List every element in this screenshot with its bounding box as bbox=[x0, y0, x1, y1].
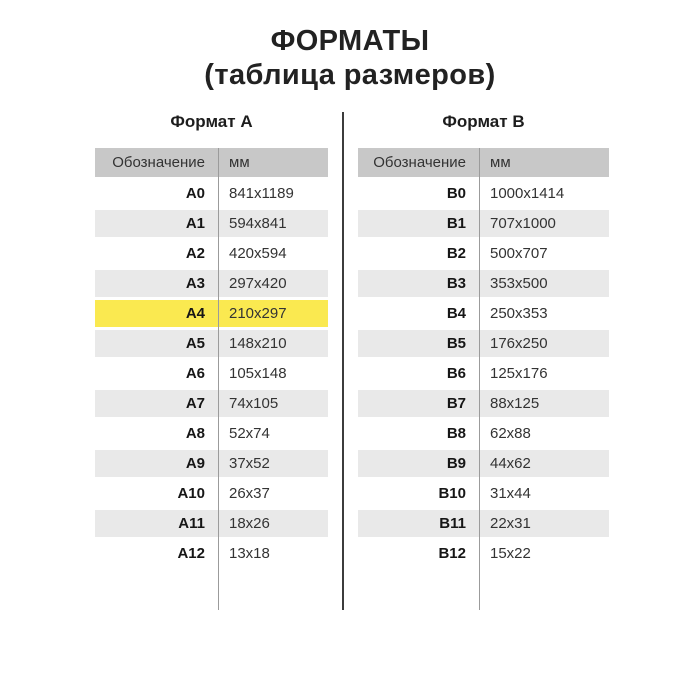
designation-cell: B7 bbox=[358, 388, 479, 420]
size-table-a: Обозначение мм A0 841x1189 A1 594x841 A2 420x… bbox=[95, 148, 328, 570]
format-a-heading: Формат А bbox=[170, 112, 253, 131]
size-cell: 176x250 bbox=[479, 328, 609, 360]
table-row: A12 13x18 bbox=[95, 538, 328, 570]
designation-cell: B2 bbox=[358, 238, 479, 270]
designation-cell: A2 bbox=[95, 238, 218, 270]
table-row: A9 37x52 bbox=[95, 448, 328, 480]
page-title: ФОРМАТЫ (таблица размеров) bbox=[0, 0, 700, 92]
size-cell: 62x88 bbox=[479, 418, 609, 450]
designation-cell: A9 bbox=[95, 448, 218, 480]
center-divider-line bbox=[342, 112, 344, 610]
designation-cell: A5 bbox=[95, 328, 218, 360]
table-row: A8 52x74 bbox=[95, 418, 328, 450]
designation-cell: A11 bbox=[95, 508, 218, 540]
table-row: A0 841x1189 bbox=[95, 178, 328, 210]
designation-cell: A4 bbox=[95, 298, 218, 330]
size-cell: 148x210 bbox=[218, 328, 328, 360]
designation-cell: B1 bbox=[358, 208, 479, 240]
table-row: B0 1000x1414 bbox=[358, 178, 609, 210]
column-header-mm: мм bbox=[479, 148, 609, 180]
designation-cell: B6 bbox=[358, 358, 479, 390]
designation-cell: B8 bbox=[358, 418, 479, 450]
designation-cell: A8 bbox=[95, 418, 218, 450]
designation-cell: A3 bbox=[95, 268, 218, 300]
table-row: B11 22x31 bbox=[358, 508, 609, 540]
designation-cell: A6 bbox=[95, 358, 218, 390]
table-header-row: Обозначение мм bbox=[358, 148, 609, 180]
size-cell: 125x176 bbox=[479, 358, 609, 390]
column-header-designation: Обозначение bbox=[95, 148, 218, 180]
table-row: A4 210x297 bbox=[95, 298, 328, 330]
table-row: A11 18x26 bbox=[95, 508, 328, 540]
column-separator-line bbox=[479, 148, 480, 610]
table-row: B4 250x353 bbox=[358, 298, 609, 330]
size-cell: 1000x1414 bbox=[479, 178, 609, 210]
size-cell: 420x594 bbox=[218, 238, 328, 270]
size-cell: 105x148 bbox=[218, 358, 328, 390]
table-row: B7 88x125 bbox=[358, 388, 609, 420]
size-cell: 88x125 bbox=[479, 388, 609, 420]
table-row: A1 594x841 bbox=[95, 208, 328, 240]
designation-cell: A0 bbox=[95, 178, 218, 210]
size-cell: 31x44 bbox=[479, 478, 609, 510]
page-title-line1: ФОРМАТЫ bbox=[270, 25, 430, 57]
designation-cell: B11 bbox=[358, 508, 479, 540]
table-header-row: Обозначение мм bbox=[95, 148, 328, 180]
format-b-heading: Формат В bbox=[442, 112, 525, 131]
size-cell: 13x18 bbox=[218, 538, 328, 570]
size-cell: 52x74 bbox=[218, 418, 328, 450]
table-row: B6 125x176 bbox=[358, 358, 609, 390]
designation-cell: A1 bbox=[95, 208, 218, 240]
table-row: B9 44x62 bbox=[358, 448, 609, 480]
designation-cell: A10 bbox=[95, 478, 218, 510]
format-tables: Формат А Обозначение мм A0 841x1189 A1 594x… bbox=[95, 110, 609, 610]
table-row: B10 31x44 bbox=[358, 478, 609, 510]
designation-cell: B10 bbox=[358, 478, 479, 510]
designation-cell: B5 bbox=[358, 328, 479, 360]
column-header-mm: мм bbox=[218, 148, 328, 180]
table-row: B3 353x500 bbox=[358, 268, 609, 300]
designation-cell: B4 bbox=[358, 298, 479, 330]
table-row: B12 15x22 bbox=[358, 538, 609, 570]
table-row: B8 62x88 bbox=[358, 418, 609, 450]
size-cell: 594x841 bbox=[218, 208, 328, 240]
size-cell: 37x52 bbox=[218, 448, 328, 480]
size-cell: 250x353 bbox=[479, 298, 609, 330]
size-cell: 44x62 bbox=[479, 448, 609, 480]
size-cell: 26x37 bbox=[218, 478, 328, 510]
table-row: A7 74x105 bbox=[95, 388, 328, 420]
table-row: B2 500x707 bbox=[358, 238, 609, 270]
page-title-line2: (таблица размеров) bbox=[204, 59, 496, 91]
size-cell: 22x31 bbox=[479, 508, 609, 540]
size-cell: 707x1000 bbox=[479, 208, 609, 240]
format-a-table: Формат А Обозначение мм A0 841x1189 A1 594x… bbox=[95, 110, 328, 610]
table-row: B5 176x250 bbox=[358, 328, 609, 360]
column-separator-line bbox=[218, 148, 219, 610]
size-cell: 18x26 bbox=[218, 508, 328, 540]
size-cell: 841x1189 bbox=[218, 178, 328, 210]
size-cell: 74x105 bbox=[218, 388, 328, 420]
designation-cell: B0 bbox=[358, 178, 479, 210]
table-row: A3 297x420 bbox=[95, 268, 328, 300]
size-table-b: Обозначение мм B0 1000x1414 B1 707x1000 B2 50… bbox=[358, 148, 609, 570]
size-cell: 297x420 bbox=[218, 268, 328, 300]
table-row: B1 707x1000 bbox=[358, 208, 609, 240]
table-row: A6 105x148 bbox=[95, 358, 328, 390]
table-row: A2 420x594 bbox=[95, 238, 328, 270]
size-cell: 15x22 bbox=[479, 538, 609, 570]
designation-cell: A12 bbox=[95, 538, 218, 570]
designation-cell: A7 bbox=[95, 388, 218, 420]
designation-cell: B12 bbox=[358, 538, 479, 570]
size-cell: 500x707 bbox=[479, 238, 609, 270]
designation-cell: B9 bbox=[358, 448, 479, 480]
designation-cell: B3 bbox=[358, 268, 479, 300]
size-cell: 210x297 bbox=[218, 298, 328, 330]
table-row: A5 148x210 bbox=[95, 328, 328, 360]
size-cell: 353x500 bbox=[479, 268, 609, 300]
format-b-table: Формат В Обозначение мм B0 1000x1414 B1 707… bbox=[358, 110, 609, 610]
column-header-designation: Обозначение bbox=[358, 148, 479, 180]
table-row: A10 26x37 bbox=[95, 478, 328, 510]
